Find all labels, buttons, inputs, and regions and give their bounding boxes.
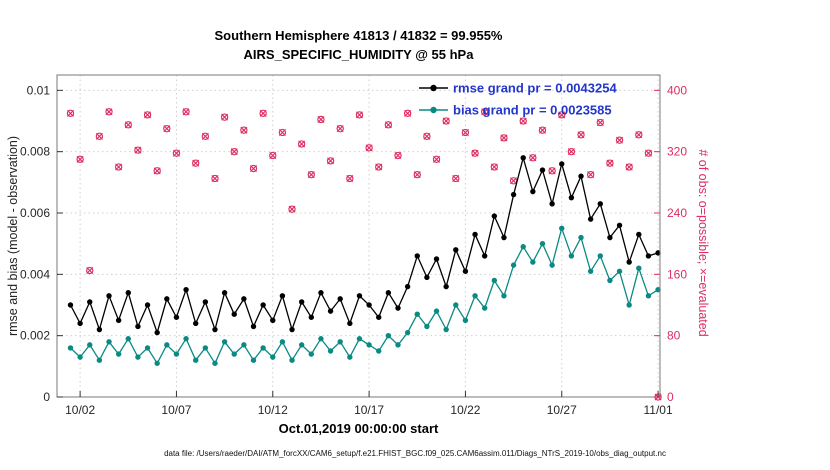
left-tick-label: 0.008 <box>20 145 50 159</box>
legend-label-rmse: rmse grand pr = 0.0043254 <box>453 81 617 96</box>
right-tick-label: 240 <box>667 206 687 220</box>
x-tick-label: 10/17 <box>354 403 384 417</box>
legend-rmse-marker <box>430 84 437 92</box>
plot-titles: Southern Hemisphere 41813 / 41832 = 99.9… <box>57 26 660 64</box>
left-axis-title: rmse and bias (model - observation) <box>6 135 20 337</box>
rmse-series <box>67 155 661 336</box>
x-tick-label: 10/27 <box>547 403 577 417</box>
bias-series <box>67 225 661 366</box>
axis-ticks: 10/02 10/07 10/12 10/17 10/22 10/27 11/0100.00… <box>20 83 687 417</box>
left-tick-label: 0.006 <box>20 206 50 220</box>
left-tick-label: 0.002 <box>20 329 50 343</box>
data-file-caption: data file: /Users/raeder/DAI/ATM_forcXX/… <box>164 449 666 458</box>
legend-bias-marker <box>430 106 437 114</box>
x-tick-label: 10/22 <box>450 403 480 417</box>
x-tick-label: 11/01 <box>644 403 673 417</box>
right-tick-label: 80 <box>667 329 681 343</box>
left-tick-label: 0 <box>43 390 50 404</box>
x-tick-label: 10/07 <box>161 403 191 417</box>
right-axis-title: # of obs: o=possible; ×=evaluated <box>696 149 710 337</box>
plot-title-line1: Southern Hemisphere 41813 / 41832 = 99.9… <box>214 28 503 43</box>
legend-label-bias: bias grand pr = 0.0023585 <box>453 103 612 118</box>
grid-lines <box>57 75 660 397</box>
right-tick-label: 0 <box>667 390 674 404</box>
x-tick-label: 10/12 <box>258 403 288 417</box>
obs-count-markers <box>66 108 662 401</box>
legend: rmse grand pr = 0.0043254 bias grand pr … <box>419 81 617 118</box>
right-tick-label: 320 <box>667 145 687 159</box>
x-tick-label: 10/02 <box>65 403 95 417</box>
right-tick-label: 160 <box>667 267 687 281</box>
plot-box <box>56 74 661 398</box>
left-tick-label: 0.01 <box>27 83 51 97</box>
plot-title-line2: AIRS_SPECIFIC_HUMIDITY @ 55 hPa <box>243 47 474 62</box>
chart-layer: 10/02 10/07 10/12 10/17 10/22 10/27 11/0100.00… <box>20 74 687 417</box>
right-tick-label: 400 <box>667 83 687 97</box>
left-tick-label: 0.004 <box>20 267 50 281</box>
x-axis-title: Oct.01,2019 00:00:00 start <box>278 421 439 436</box>
